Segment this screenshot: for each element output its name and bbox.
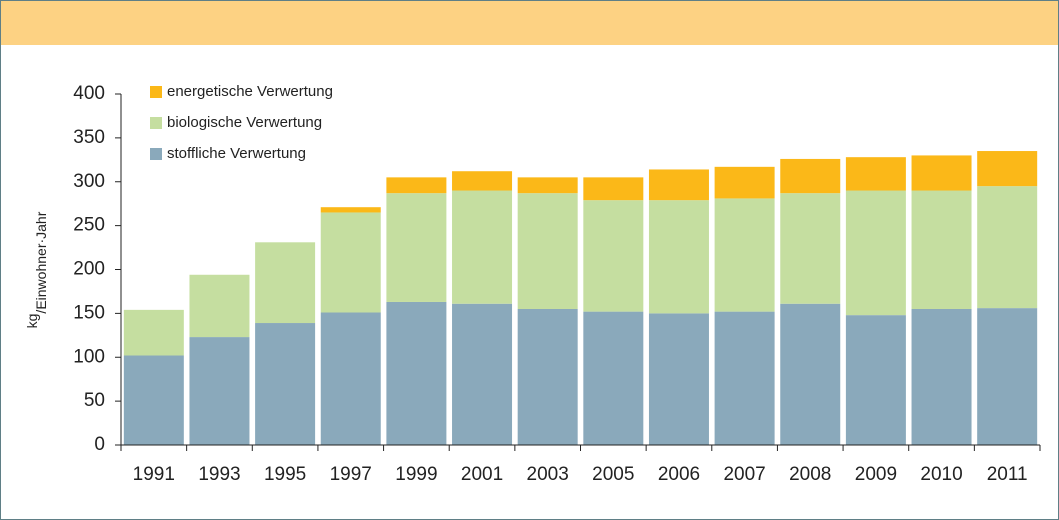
legend-label: stoffliche Verwertung	[167, 145, 306, 162]
bar-segment	[255, 242, 316, 324]
bar-segment	[517, 308, 578, 445]
x-tick-label: 2001	[461, 464, 503, 485]
y-tick-label: 350	[73, 127, 105, 148]
bar-segment	[123, 309, 184, 356]
y-tick-label: 150	[73, 302, 105, 323]
bar-segment	[386, 177, 447, 194]
bar-segment	[452, 303, 513, 445]
y-axis-label: kg/Einwohner·Jahr	[24, 211, 49, 328]
bar-segment	[583, 200, 644, 312]
bar-segment	[911, 155, 972, 191]
legend-swatch	[150, 148, 162, 160]
x-tick-label: 2005	[592, 464, 634, 485]
bar-segment	[845, 190, 906, 316]
bar-segment	[123, 355, 184, 445]
bar-segment	[911, 190, 972, 309]
legend-swatch	[150, 117, 162, 129]
bar-segment	[189, 337, 250, 445]
legend-label: biologische Verwertung	[167, 114, 322, 131]
bar-segment	[517, 177, 578, 194]
y-label-numerator: kg	[24, 314, 40, 329]
bar-segment	[386, 301, 447, 445]
x-tick-label: 2011	[987, 464, 1028, 485]
bar-segment	[583, 311, 644, 445]
y-tick-label: 100	[73, 346, 105, 367]
bar-segment	[714, 311, 775, 445]
bar-segment	[452, 190, 513, 304]
y-tick-label: 300	[73, 171, 105, 192]
x-tick-label: 1991	[133, 464, 175, 485]
bar-segment	[780, 158, 841, 194]
bar-segment	[320, 207, 381, 213]
y-tick-label: 0	[94, 434, 105, 455]
bar-segment	[977, 186, 1038, 309]
bar-segment	[977, 151, 1038, 187]
x-tick-label: 1993	[198, 464, 240, 485]
x-tick-label: 2003	[527, 464, 569, 485]
bar-segment	[648, 169, 709, 201]
x-tick-label: 1997	[330, 464, 372, 485]
y-tick-label: 200	[73, 259, 105, 280]
legend-swatch	[150, 86, 162, 98]
bar-segment	[320, 212, 381, 313]
bar-segment	[977, 308, 1038, 445]
x-tick-label: 1999	[395, 464, 437, 485]
bar-segment	[911, 308, 972, 445]
bar-segment	[517, 193, 578, 309]
bar-segment	[714, 166, 775, 199]
x-tick-label: 2008	[789, 464, 831, 485]
bar-segment	[189, 274, 250, 338]
bar-segment	[714, 198, 775, 312]
bar-segment	[845, 315, 906, 445]
bar-segment	[583, 177, 644, 201]
y-tick-label: 250	[73, 215, 105, 236]
x-tick-label: 2007	[723, 464, 765, 485]
bar-segment	[386, 193, 447, 302]
bar-segment	[648, 313, 709, 445]
x-tick-label: 2006	[658, 464, 700, 485]
bar-segment	[780, 193, 841, 304]
x-tick-label: 1995	[264, 464, 306, 485]
legend-label: energetische Verwertung	[167, 83, 333, 100]
header-band	[1, 1, 1058, 45]
bar-segment	[648, 200, 709, 314]
y-label-denominator: /Einwohner·Jahr	[33, 211, 49, 313]
y-tick-label: 50	[84, 390, 105, 411]
bar-segment	[255, 323, 316, 445]
y-tick-label: 400	[73, 83, 105, 104]
x-tick-label: 2010	[920, 464, 962, 485]
bar-segment	[845, 157, 906, 191]
x-tick-label: 2009	[855, 464, 897, 485]
bar-segment	[780, 303, 841, 445]
bar-segment	[452, 171, 513, 191]
bar-segment	[320, 312, 381, 445]
